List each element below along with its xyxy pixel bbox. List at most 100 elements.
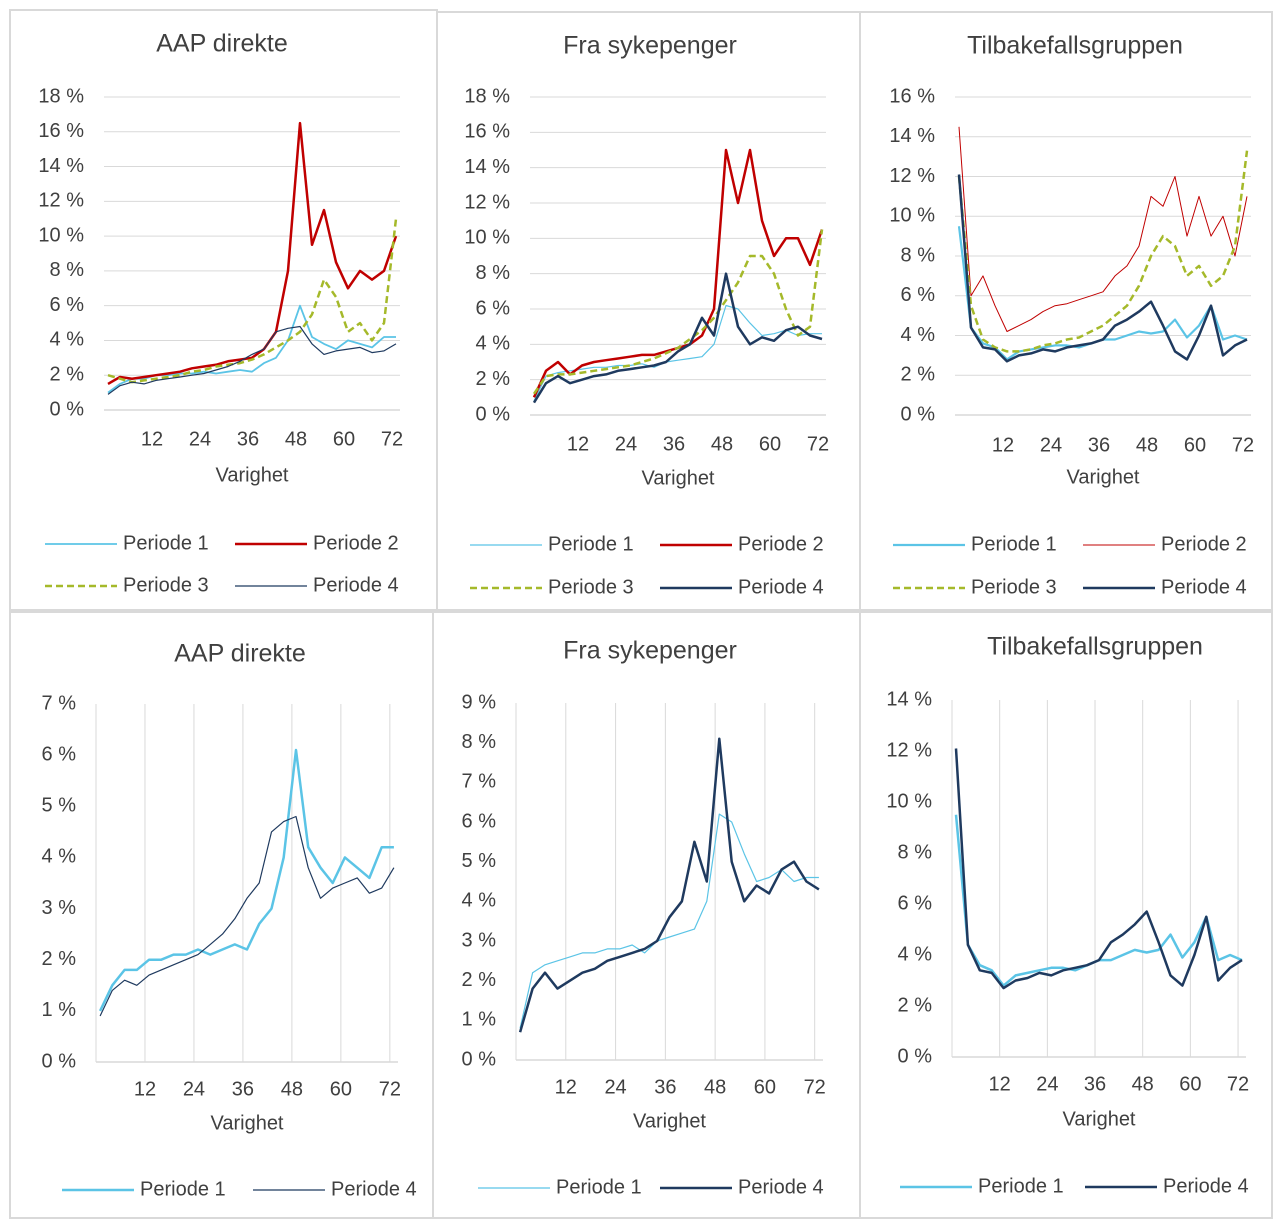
chart: AAP direkte 0 % 2 % 4 % 6 % 8 % 10 % 12 % 14 % 16… — [38, 30, 403, 597]
x-tick-label: 36 — [1084, 1073, 1106, 1095]
line-series — [519, 813, 819, 1029]
legend-label: Periode 3 — [971, 576, 1057, 598]
y-tick-label: 10 % — [889, 205, 935, 227]
chart-title: Tilbakefallsgruppen — [967, 32, 1183, 60]
x-tick-label: 24 — [189, 428, 211, 450]
x-tick-label: 48 — [711, 433, 733, 455]
y-tick-label: 6 % — [901, 284, 936, 306]
x-tick-label: 36 — [663, 433, 685, 455]
line-series — [957, 150, 1249, 353]
y-tick-label: 4 % — [476, 333, 511, 355]
x-axis-label: Varighet — [1066, 466, 1139, 488]
y-tick-label: 8 % — [462, 731, 497, 753]
line-series — [533, 304, 822, 402]
chart-title: Fra sykepenger — [563, 32, 737, 60]
legend-label: Periode 4 — [738, 576, 824, 598]
x-tick-label: 60 — [1184, 434, 1206, 456]
y-tick-label: 5 % — [462, 850, 497, 872]
y-tick-label: 8 % — [901, 244, 936, 266]
legend-label: Periode 2 — [313, 532, 399, 554]
y-tick-label: 7 % — [462, 771, 497, 793]
legend-label: Periode 2 — [1161, 533, 1247, 555]
x-tick-label: 48 — [285, 428, 307, 450]
legend-label: Periode 4 — [331, 1178, 417, 1200]
legend-label: Periode 4 — [738, 1176, 824, 1198]
y-tick-label: 14 % — [889, 125, 935, 147]
cell-border — [859, 611, 1273, 1219]
legend-label: Periode 1 — [971, 533, 1057, 555]
x-tick-label: 12 — [555, 1076, 577, 1098]
y-tick-label: 0 % — [898, 1045, 933, 1067]
y-tick-label: 1 % — [42, 999, 77, 1021]
x-tick-label: 24 — [1040, 434, 1062, 456]
x-axis-label: Varighet — [633, 1110, 706, 1132]
y-tick-label: 6 % — [898, 892, 933, 914]
x-tick-label: 36 — [654, 1076, 676, 1098]
y-tick-label: 0 % — [476, 403, 511, 425]
legend-label: Periode 1 — [140, 1178, 226, 1200]
x-tick-label: 48 — [704, 1076, 726, 1098]
x-tick-label: 24 — [615, 433, 637, 455]
y-tick-label: 6 % — [462, 810, 497, 832]
chart: Fra sykepenger 0 % 2 % 4 % 6 % 8 % 10 % 12 % 14 … — [464, 32, 829, 599]
legend-label: Periode 1 — [123, 532, 209, 554]
line-series — [518, 737, 820, 1033]
y-tick-label: 4 % — [901, 324, 936, 346]
y-tick-label: 2 % — [901, 364, 936, 386]
x-tick-label: 72 — [1232, 434, 1254, 456]
x-tick-label: 36 — [237, 428, 259, 450]
x-tick-label: 12 — [134, 1078, 156, 1100]
y-tick-label: 3 % — [462, 929, 497, 951]
y-tick-label: 12 % — [464, 191, 510, 213]
x-tick-label: 12 — [989, 1073, 1011, 1095]
cell-borders — [9, 9, 1273, 1219]
legend-label: Periode 3 — [123, 574, 209, 596]
y-tick-label: 14 % — [464, 156, 510, 178]
y-tick-label: 12 % — [38, 190, 84, 212]
line-series — [954, 748, 1243, 990]
x-tick-label: 12 — [567, 433, 589, 455]
x-tick-label: 72 — [1227, 1073, 1249, 1095]
x-tick-label: 24 — [1036, 1073, 1058, 1095]
chart: Tilbakefallsgruppen 0 % 2 % 4 % 6 % 8 % 10 % 12… — [889, 32, 1254, 599]
y-tick-label: 14 % — [886, 688, 932, 710]
x-tick-label: 60 — [333, 428, 355, 450]
line-series — [107, 121, 398, 385]
legend-label: Periode 4 — [1161, 576, 1247, 598]
y-tick-label: 2 % — [898, 994, 933, 1016]
y-tick-label: 2 % — [50, 364, 85, 386]
line-series — [107, 218, 398, 384]
x-tick-label: 48 — [281, 1078, 303, 1100]
y-tick-label: 4 % — [42, 846, 77, 868]
y-tick-label: 9 % — [462, 691, 497, 713]
x-tick-label: 72 — [807, 433, 829, 455]
y-tick-label: 0 % — [901, 403, 936, 425]
y-tick-label: 12 % — [886, 739, 932, 761]
y-tick-label: 7 % — [42, 692, 77, 714]
legend-label: Periode 1 — [556, 1176, 642, 1198]
chart: AAP direkte 0 % 1 % 2 % 3 % 4 % 5 % 6 % 7 % 12 24 3… — [42, 640, 417, 1201]
y-tick-label: 2 % — [42, 948, 77, 970]
y-tick-label: 16 % — [889, 85, 935, 107]
y-tick-label: 2 % — [476, 368, 511, 390]
chart-title: AAP direkte — [174, 640, 306, 668]
x-tick-label: 60 — [754, 1076, 776, 1098]
x-tick-label: 12 — [141, 428, 163, 450]
y-tick-label: 1 % — [462, 1009, 497, 1031]
x-tick-label: 24 — [604, 1076, 626, 1098]
legend-label: Periode 4 — [313, 574, 399, 596]
y-tick-label: 18 % — [464, 85, 510, 107]
y-tick-label: 14 % — [38, 155, 84, 177]
x-tick-label: 12 — [992, 434, 1014, 456]
y-tick-label: 4 % — [898, 943, 933, 965]
y-tick-label: 18 % — [38, 85, 84, 107]
y-tick-label: 8 % — [476, 262, 511, 284]
y-tick-label: 0 % — [50, 398, 85, 420]
y-tick-label: 4 % — [50, 329, 85, 351]
y-tick-label: 6 % — [476, 297, 511, 319]
x-tick-label: 72 — [379, 1078, 401, 1100]
y-tick-label: 10 % — [464, 227, 510, 249]
y-tick-label: 3 % — [42, 897, 77, 919]
line-series — [532, 229, 824, 395]
